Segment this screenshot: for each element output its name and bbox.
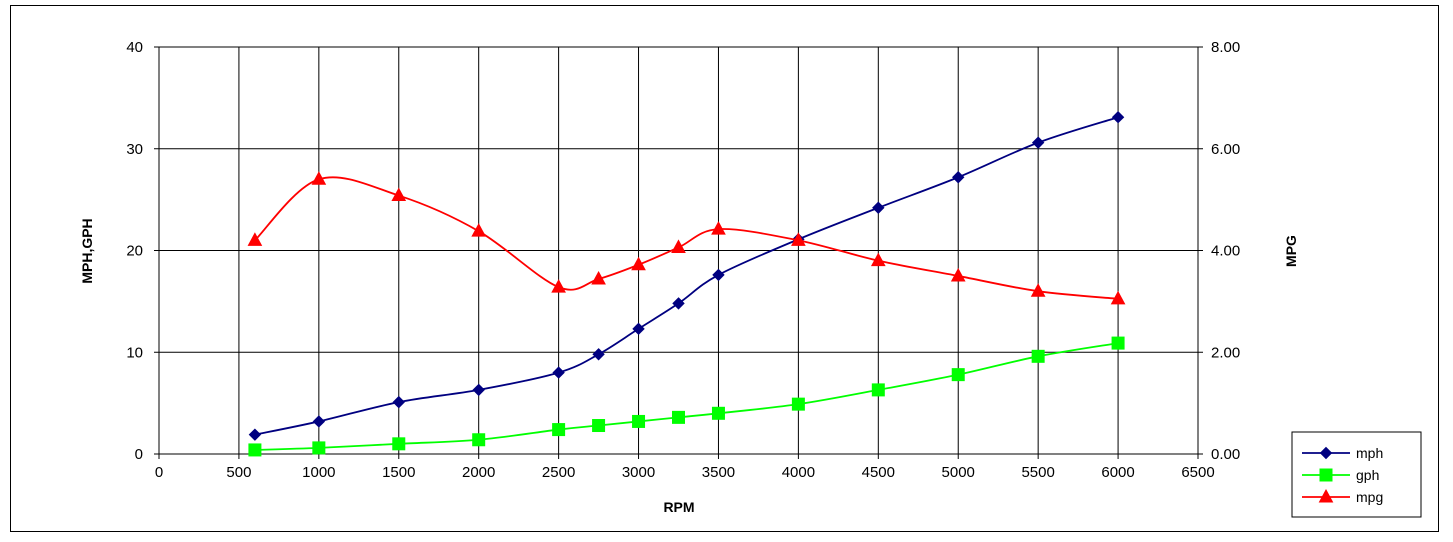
gph-point	[472, 433, 486, 447]
gph-point	[871, 383, 885, 397]
mph-point	[312, 415, 326, 428]
gph-point	[552, 423, 566, 437]
y2-tick-label: 8.00	[1211, 39, 1240, 56]
gph-point	[951, 368, 965, 382]
gph-point	[672, 410, 685, 424]
legend-marker-gph	[1319, 468, 1333, 482]
legend-marker-mph	[1319, 446, 1333, 460]
x-tick-label: 4500	[862, 464, 895, 481]
gph-point	[392, 437, 406, 451]
x-tick-label: 3000	[622, 464, 655, 481]
mph-point	[552, 366, 565, 379]
mph-point	[952, 171, 965, 184]
legend-item-mpg: mpg	[1302, 488, 1383, 505]
x-tick-label: 5500	[1021, 464, 1054, 481]
y2-axis-title: MPG	[1283, 235, 1299, 267]
axes	[154, 46, 1203, 459]
mph-point	[672, 297, 685, 310]
x-tick-label: 0	[155, 464, 163, 481]
gph-series	[248, 336, 1125, 457]
mpg-point	[631, 256, 646, 271]
mph-point	[1031, 136, 1045, 149]
x-tick-label: 2500	[542, 464, 575, 481]
mpg-series	[247, 171, 1126, 305]
legend-label-mpg: mpg	[1356, 489, 1383, 505]
gph-point	[1031, 349, 1045, 363]
y-tick-label: 10	[126, 344, 143, 361]
y2-tick-label: 6.00	[1211, 141, 1240, 158]
mpg-point	[1030, 283, 1046, 297]
y2-tick-label: 2.00	[1211, 344, 1240, 361]
series-group	[247, 111, 1126, 457]
x-tick-label: 2000	[462, 464, 495, 481]
mpg-point	[551, 279, 566, 293]
y2-tick-label: 4.00	[1211, 243, 1240, 260]
y-tick-label: 30	[126, 141, 143, 158]
x-tick-label: 5000	[942, 464, 975, 481]
mpg-point	[591, 270, 606, 285]
mph-point	[632, 322, 645, 336]
y-tick-label: 40	[126, 39, 143, 56]
gph-point	[791, 397, 805, 411]
gph-point	[248, 443, 262, 457]
x-tick-label: 6000	[1101, 464, 1134, 481]
legend-marker-mpg	[1318, 488, 1334, 503]
mpg-point	[870, 252, 886, 267]
x-tick-label: 1500	[382, 464, 415, 481]
mpg-point	[1110, 290, 1126, 305]
mpg-point	[391, 187, 407, 202]
x-tick-label: 3500	[702, 464, 735, 481]
mph-point	[592, 348, 605, 361]
mpg-point	[671, 239, 686, 253]
mph-point	[712, 268, 725, 282]
legend-label-mph: mph	[1356, 445, 1383, 461]
mpg-point	[791, 232, 806, 246]
y2-tick-label: 0.00	[1211, 446, 1240, 463]
mpg-point	[311, 171, 327, 185]
mpg-point	[471, 223, 487, 237]
legend-item-mph: mph	[1302, 445, 1383, 461]
y-axis-title: MPH,GPH	[79, 218, 95, 283]
x-tick-label: 500	[226, 464, 251, 481]
gph-point	[632, 414, 646, 428]
chart-area	[10, 5, 1439, 532]
x-tick-label: 6500	[1181, 464, 1214, 481]
mph-point	[472, 383, 485, 397]
legend-label-gph: gph	[1356, 467, 1379, 483]
x-tick-label: 4000	[782, 464, 815, 481]
x-tick-label: 1000	[302, 464, 335, 481]
gph-point	[711, 406, 725, 420]
legend: mph gph mpg	[1291, 431, 1422, 518]
gph-point	[592, 419, 606, 433]
x-axis-title: RPM	[663, 499, 694, 515]
y-tick-label: 0	[135, 446, 143, 463]
mpg-point	[950, 267, 966, 282]
mph-point	[392, 395, 405, 409]
tick-labels: 0 500 1000 1500 2000 2500 3000 3500 4000 4500 5000…	[126, 39, 1240, 481]
legend-item-gph: gph	[1302, 467, 1379, 483]
y-tick-label: 20	[126, 243, 143, 260]
grid-lines	[159, 46, 1198, 454]
mph-point	[872, 201, 885, 214]
mpg-point	[711, 221, 726, 235]
mph-point	[1111, 111, 1125, 124]
mph-point	[248, 428, 262, 441]
gph-point	[1111, 336, 1125, 350]
gph-point	[312, 441, 326, 455]
mpg-point	[247, 232, 263, 246]
